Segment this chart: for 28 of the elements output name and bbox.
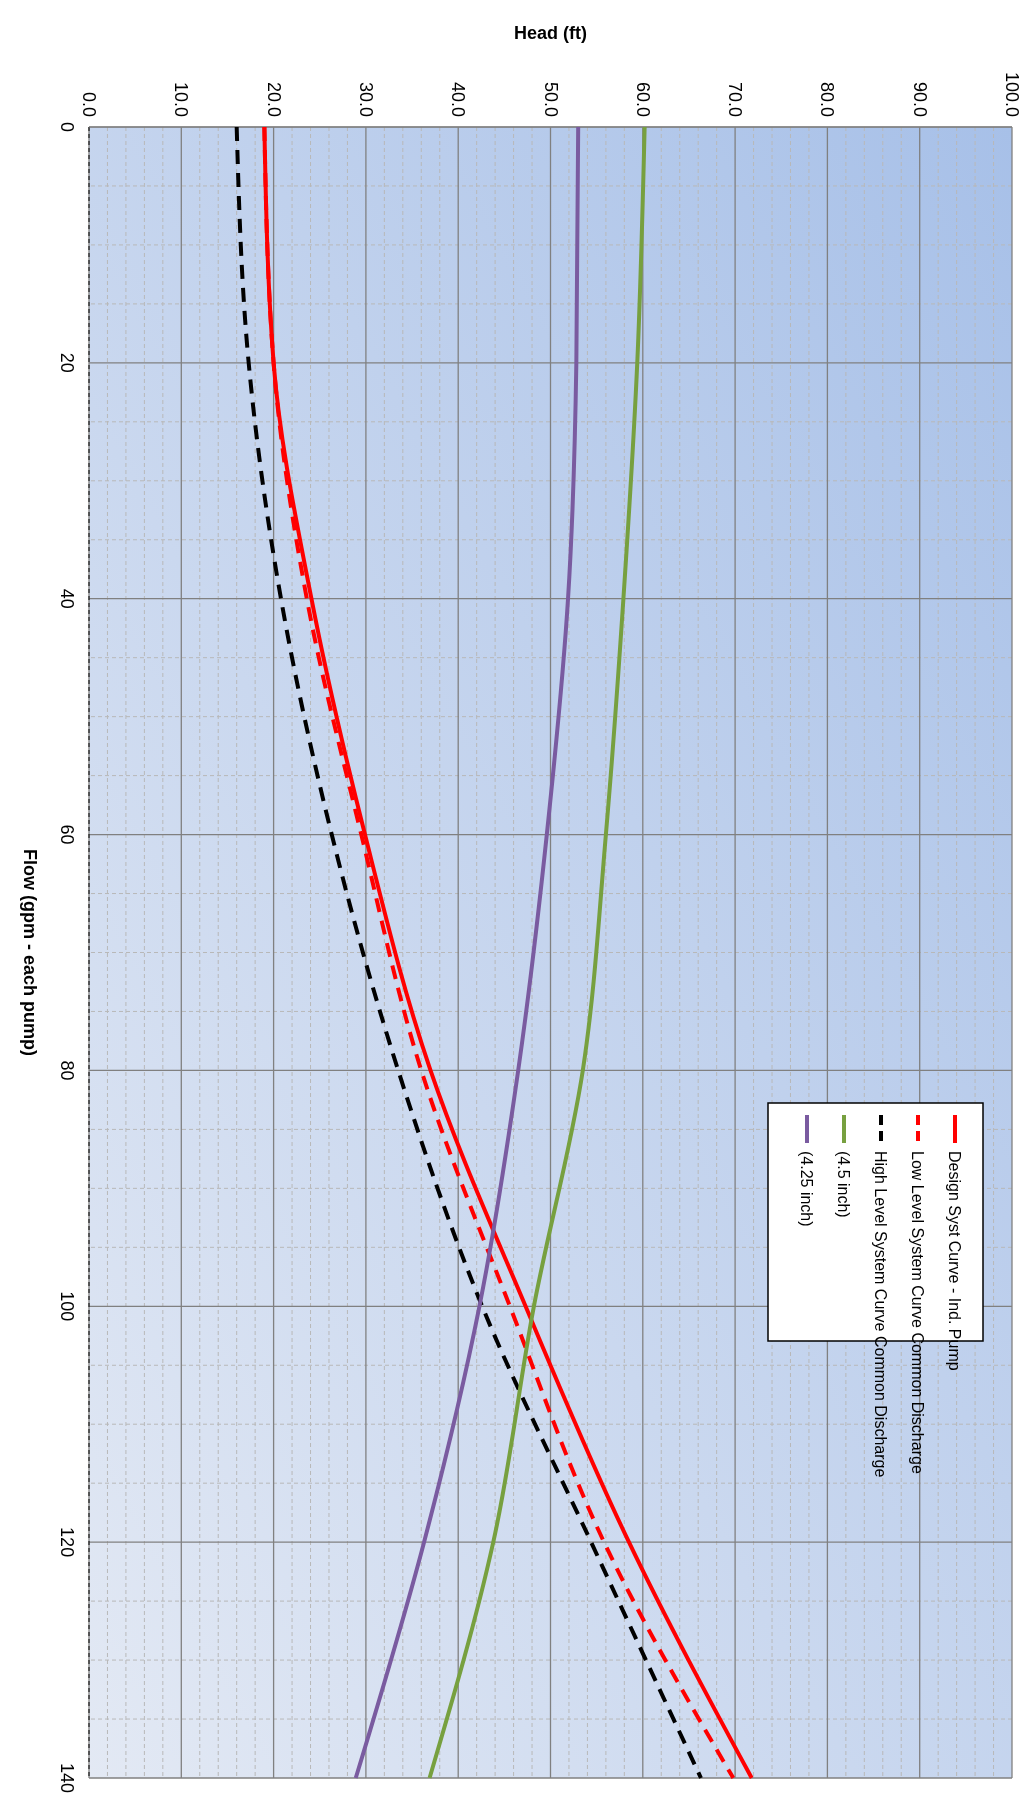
legend-label: Design Syst Curve - Ind. Pump [946, 1151, 963, 1371]
line-series [353, 125, 581, 1780]
y-tick-label: 60 [57, 824, 77, 845]
x-tick-label: 20.0 [263, 81, 284, 117]
x-tick-label: 40.0 [448, 81, 469, 117]
legend-label: (4.25 inch) [798, 1151, 815, 1227]
x-tick-label: 30.0 [355, 81, 376, 117]
y-tick-label: 140 [57, 1762, 77, 1794]
y-tick-label: 80 [57, 1060, 77, 1081]
legend-label: (4.5 inch) [835, 1151, 852, 1218]
y-tick-label: 40 [57, 588, 77, 609]
line-series [427, 125, 647, 1780]
x-tick-label: 70.0 [725, 81, 746, 117]
x-tick-label: 10.0 [171, 81, 192, 117]
x-tick-label: 100.0 [1002, 71, 1022, 117]
x-tick-label: 90.0 [909, 81, 930, 117]
x-tick-label: 80.0 [817, 81, 838, 117]
x-tick-label: 0.0 [79, 91, 99, 117]
legend-label: Low Level System Curve Common Discharge [909, 1151, 926, 1474]
y-tick-label: 0 [57, 121, 77, 133]
legend-label: High Level System Curve Common Discharge [872, 1151, 889, 1478]
y-tick-label: 20 [57, 352, 77, 373]
y-axis-title: Flow (gpm - each pump) [20, 849, 40, 1056]
x-tick-label: 60.0 [632, 81, 653, 117]
x-axis-title: Head (ft) [514, 23, 587, 43]
y-tick-label: 100 [57, 1291, 77, 1322]
y-tick-label: 120 [57, 1527, 77, 1558]
x-tick-label: 50.0 [540, 81, 561, 117]
